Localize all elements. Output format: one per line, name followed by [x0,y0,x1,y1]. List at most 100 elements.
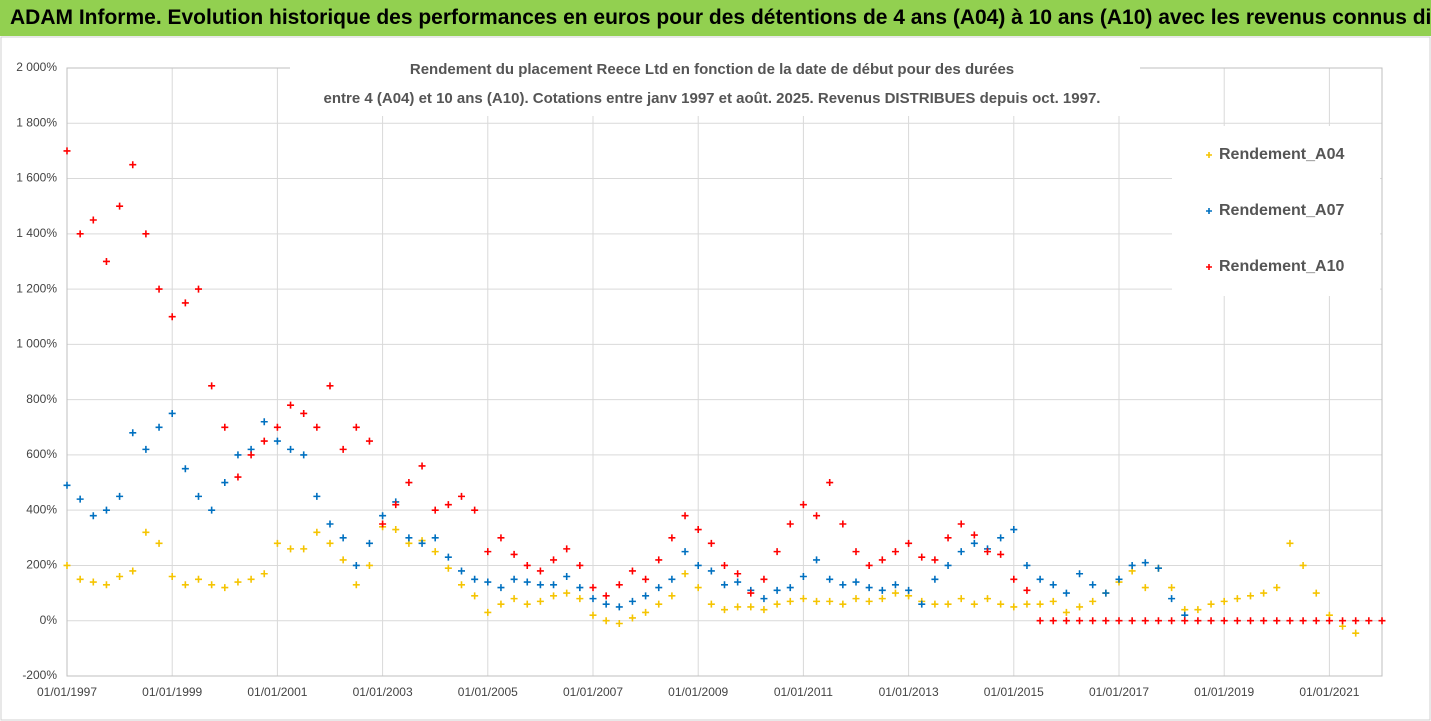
point [1207,600,1215,608]
point [931,575,939,583]
point [273,423,281,431]
point [602,592,610,600]
point [1181,617,1189,625]
point [865,561,873,569]
y-tick-label: 0% [40,613,58,627]
point [878,586,886,594]
point [826,597,834,605]
point [1102,589,1110,597]
point [1168,617,1176,625]
point [602,600,610,608]
point [208,382,216,390]
point [799,501,807,509]
point [484,548,492,556]
point [523,600,531,608]
point [471,506,479,514]
point [852,595,860,603]
point [839,520,847,528]
point [89,216,97,224]
point [628,614,636,622]
point [615,581,623,589]
point [352,561,360,569]
point [905,586,913,594]
point [694,561,702,569]
y-tick-label: 1 600% [16,171,57,185]
point [195,575,202,583]
y-tick-label: -200% [22,668,57,682]
point [444,564,452,572]
legend-marker [1206,264,1212,270]
point [602,617,610,625]
point [536,567,544,575]
point [970,539,978,547]
point [550,581,558,589]
point [76,575,84,583]
point [129,567,137,575]
point [1023,600,1031,608]
point [444,553,452,561]
point [668,592,676,600]
point [839,600,847,608]
point [1220,617,1228,625]
point [405,534,413,542]
title-backdrop [290,56,1140,116]
point [839,581,847,589]
point [326,382,334,390]
legend-marker [1206,152,1212,158]
point [891,581,899,589]
point [181,465,189,473]
point [339,556,347,564]
legend-label: Rendement_A10 [1219,258,1344,275]
point [1010,603,1018,611]
x-tick-label: 01/01/2011 [774,685,833,699]
point [550,592,558,600]
header-title: ADAM Informe. Evolution historique des p… [0,0,1431,36]
point [195,285,202,293]
point [63,147,71,155]
point [273,437,281,445]
point [813,597,821,605]
point [287,401,295,409]
point [550,556,558,564]
x-tick-label: 01/01/2009 [668,685,728,699]
point [1352,629,1360,637]
x-tick-label: 01/01/2021 [1299,685,1359,699]
point [352,423,360,431]
point [1273,584,1281,592]
point [773,548,781,556]
point [102,581,110,589]
point [431,548,439,556]
point [195,492,202,500]
y-tick-label: 1 400% [16,226,57,240]
point [944,561,952,569]
point [287,545,295,553]
point [168,409,176,417]
point [129,429,137,437]
point [576,561,584,569]
point [1076,617,1084,625]
point [760,606,768,614]
point [734,570,742,578]
point [1286,539,1294,547]
point [1089,581,1097,589]
point [721,606,728,614]
point [313,528,321,536]
legend-marker [1206,208,1212,214]
point [997,600,1005,608]
point [339,534,347,542]
point [116,573,124,581]
point [1049,581,1057,589]
point [865,597,873,605]
point [760,595,768,603]
point [1010,575,1018,583]
point [142,230,150,238]
point [1312,617,1320,625]
point [379,520,387,528]
point [1062,617,1070,625]
x-tick-label: 01/01/2003 [353,685,413,699]
point [931,556,939,564]
point [918,553,926,561]
point [313,492,321,500]
point [76,495,84,503]
point [1141,617,1149,625]
